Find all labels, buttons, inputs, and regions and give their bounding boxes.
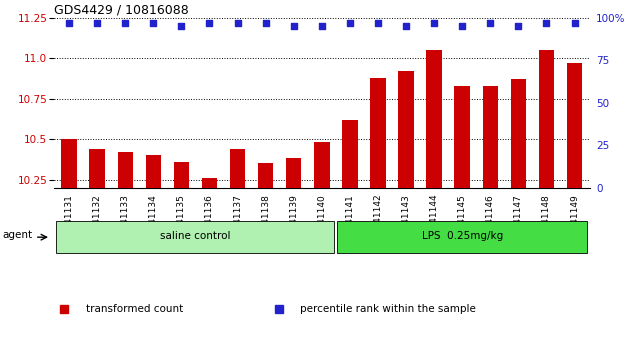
Bar [61, 139, 77, 188]
FancyBboxPatch shape [56, 221, 334, 253]
Bar [342, 120, 358, 188]
Bar [174, 162, 189, 188]
Bar [539, 50, 554, 188]
Bar [510, 79, 526, 188]
Text: transformed count: transformed count [86, 304, 183, 314]
Bar [314, 142, 329, 188]
Point [429, 20, 439, 25]
Text: GDS4429 / 10816088: GDS4429 / 10816088 [54, 4, 189, 17]
Bar [567, 63, 582, 188]
Bar [202, 178, 217, 188]
Point [514, 23, 524, 29]
Bar [398, 71, 414, 188]
Bar [483, 86, 498, 188]
Bar [90, 149, 105, 188]
Bar [427, 50, 442, 188]
Bar [454, 86, 470, 188]
Bar [370, 78, 386, 188]
Text: saline control: saline control [160, 232, 231, 241]
Point [261, 20, 271, 25]
Bar [230, 149, 245, 188]
Bar [286, 159, 302, 188]
Point [541, 20, 551, 25]
Text: LPS  0.25mg/kg: LPS 0.25mg/kg [422, 232, 503, 241]
Point [485, 20, 495, 25]
Point [64, 20, 74, 25]
Point [457, 23, 468, 29]
Point [317, 23, 327, 29]
Point [401, 23, 411, 29]
Text: percentile rank within the sample: percentile rank within the sample [300, 304, 476, 314]
Bar [258, 163, 273, 188]
Bar [146, 155, 161, 188]
Point [204, 20, 215, 25]
Point [345, 20, 355, 25]
FancyBboxPatch shape [337, 221, 587, 253]
Point [92, 20, 102, 25]
Point [148, 20, 158, 25]
Text: agent: agent [3, 230, 33, 240]
Point [232, 20, 242, 25]
Point [373, 20, 383, 25]
Point [570, 20, 580, 25]
Bar [117, 152, 133, 188]
Point [120, 20, 130, 25]
Point [288, 23, 298, 29]
Point [176, 23, 186, 29]
